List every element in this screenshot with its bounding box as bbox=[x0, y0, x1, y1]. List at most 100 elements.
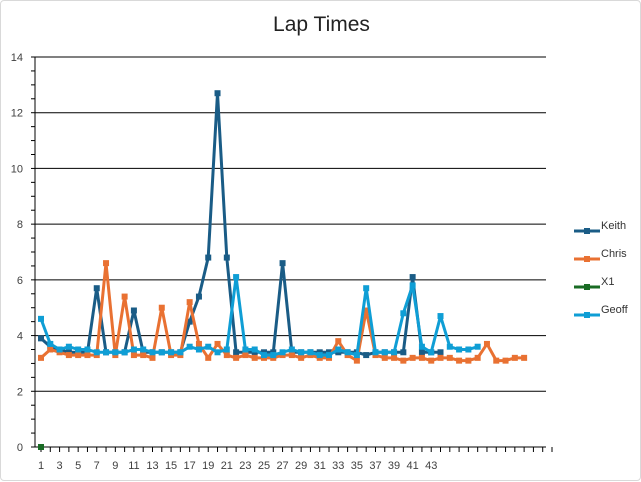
data-point bbox=[251, 354, 258, 361]
data-point bbox=[205, 343, 212, 350]
legend-marker bbox=[584, 312, 590, 318]
data-point bbox=[233, 354, 240, 361]
legend-label: Chris bbox=[601, 248, 627, 260]
data-point bbox=[335, 346, 342, 353]
data-point bbox=[381, 354, 388, 361]
data-point bbox=[335, 338, 342, 345]
data-point bbox=[372, 349, 379, 356]
data-point bbox=[400, 349, 407, 356]
series-line bbox=[39, 275, 479, 357]
data-point bbox=[353, 357, 360, 364]
data-point bbox=[205, 254, 212, 261]
data-point bbox=[502, 357, 509, 364]
data-point bbox=[493, 357, 500, 364]
data-point bbox=[428, 357, 435, 364]
data-point bbox=[363, 285, 370, 292]
data-point bbox=[446, 343, 453, 350]
legend-swatch bbox=[574, 228, 600, 234]
y-tick-label: 2 bbox=[17, 386, 23, 398]
data-point bbox=[437, 313, 444, 320]
legend-item: X1 bbox=[573, 273, 639, 301]
x-tick-label: 35 bbox=[351, 460, 363, 472]
data-point bbox=[186, 343, 193, 350]
data-point bbox=[307, 349, 314, 356]
legend: Keith Chris X1 Geoff bbox=[573, 217, 639, 329]
data-point bbox=[112, 349, 119, 356]
data-point bbox=[47, 346, 54, 353]
data-point bbox=[428, 349, 435, 356]
data-point bbox=[38, 354, 44, 361]
series-x1 bbox=[38, 444, 44, 450]
data-point bbox=[456, 357, 463, 364]
data-point bbox=[233, 349, 240, 356]
x-tick-label: 9 bbox=[112, 460, 118, 472]
y-tick-label: 8 bbox=[17, 219, 23, 231]
data-point bbox=[483, 340, 490, 347]
data-point bbox=[186, 318, 193, 325]
x-tick-label: 31 bbox=[314, 460, 326, 472]
data-point bbox=[149, 354, 156, 361]
data-point bbox=[391, 354, 398, 361]
data-point bbox=[474, 354, 481, 361]
data-point bbox=[409, 282, 416, 289]
x-tick-label: 33 bbox=[332, 460, 344, 472]
data-point bbox=[391, 349, 398, 356]
legend-marker bbox=[584, 284, 590, 290]
data-point bbox=[288, 346, 295, 353]
data-point bbox=[409, 274, 416, 281]
data-point bbox=[511, 354, 518, 361]
data-point bbox=[363, 307, 370, 314]
data-point bbox=[353, 352, 360, 359]
data-point bbox=[38, 444, 44, 450]
data-point bbox=[465, 357, 472, 364]
x-tick-label: 23 bbox=[239, 460, 251, 472]
data-point bbox=[75, 352, 82, 359]
data-point bbox=[158, 304, 165, 311]
data-point bbox=[316, 352, 323, 359]
data-point bbox=[437, 349, 444, 356]
y-tick-label: 0 bbox=[17, 442, 23, 454]
data-point bbox=[84, 346, 91, 353]
x-tick-label: 25 bbox=[258, 460, 270, 472]
data-point bbox=[363, 352, 370, 359]
data-point bbox=[223, 346, 230, 353]
data-point bbox=[84, 352, 91, 359]
x-tick-label: 41 bbox=[407, 460, 419, 472]
data-point bbox=[140, 346, 147, 353]
data-point bbox=[418, 349, 425, 356]
data-point bbox=[56, 346, 63, 353]
data-point bbox=[149, 349, 156, 356]
data-point bbox=[418, 343, 425, 350]
x-tick-label: 17 bbox=[184, 460, 196, 472]
data-point bbox=[251, 346, 258, 353]
data-point bbox=[158, 349, 165, 356]
data-point bbox=[121, 293, 128, 300]
data-point bbox=[465, 346, 472, 353]
data-point bbox=[195, 293, 202, 300]
series-geoff bbox=[38, 274, 481, 359]
x-tick-label: 27 bbox=[276, 460, 288, 472]
x-tick-label: 39 bbox=[388, 460, 400, 472]
x-tick-label: 15 bbox=[165, 460, 177, 472]
series bbox=[38, 90, 528, 450]
data-point bbox=[38, 315, 44, 322]
data-point bbox=[409, 354, 416, 361]
legend-item: Geoff bbox=[573, 301, 639, 329]
data-point bbox=[38, 335, 44, 342]
y-tick-label: 4 bbox=[17, 331, 23, 343]
data-point bbox=[242, 352, 249, 359]
data-point bbox=[233, 274, 240, 281]
data-point bbox=[130, 346, 137, 353]
data-point bbox=[400, 310, 407, 317]
x-tick-label: 13 bbox=[146, 460, 158, 472]
data-point bbox=[177, 349, 184, 356]
data-point bbox=[298, 354, 305, 361]
data-point bbox=[270, 352, 277, 359]
data-point bbox=[474, 343, 481, 350]
x-tick-label: 43 bbox=[425, 460, 437, 472]
data-point bbox=[326, 352, 333, 359]
data-point bbox=[279, 260, 286, 267]
x-tick-label: 19 bbox=[202, 460, 214, 472]
